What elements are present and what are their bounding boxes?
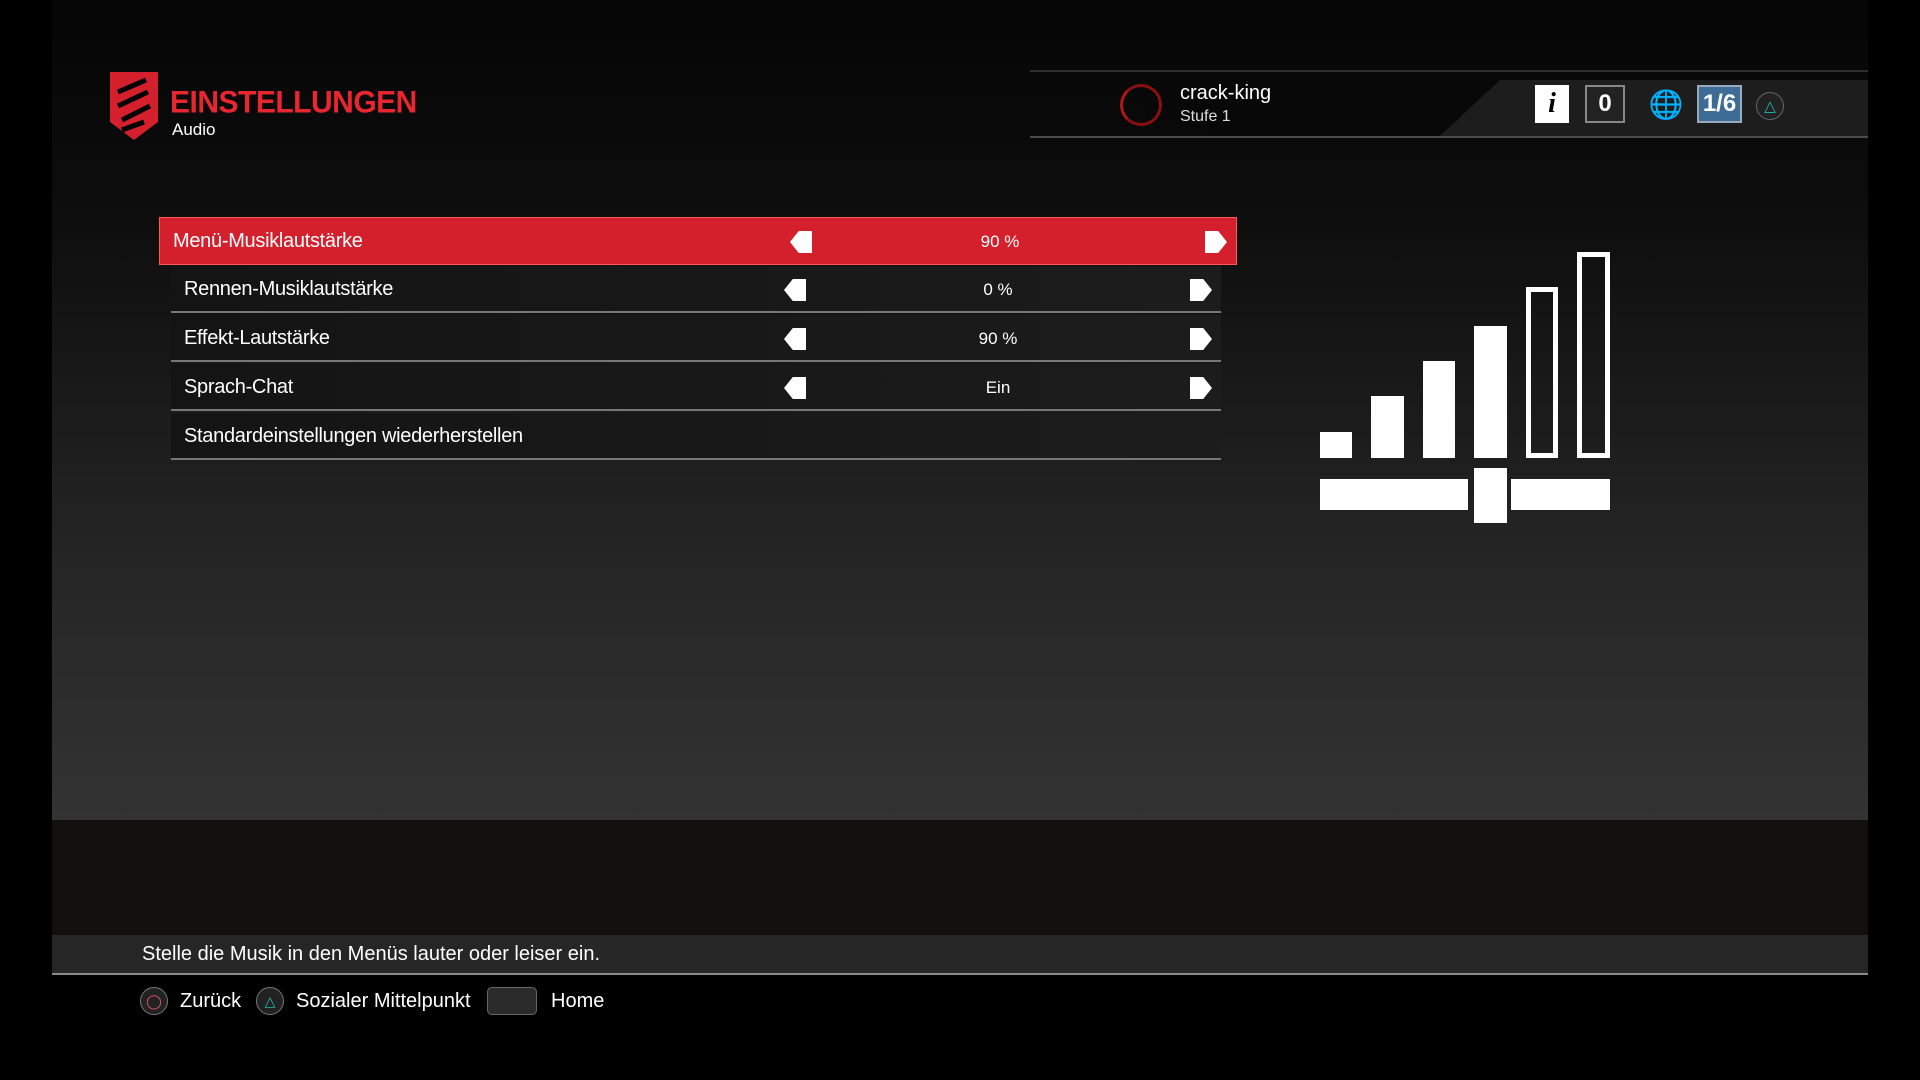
driveclub-logo-icon (110, 72, 158, 140)
page-subtitle: Audio (172, 120, 216, 139)
page-title: EINSTELLUNGEN (170, 85, 417, 120)
restore-defaults-row[interactable]: Standardeinstellungen wiederherstellen (171, 413, 1221, 460)
lower-panel (52, 820, 1868, 935)
circle-button-icon: ◯ (140, 987, 168, 1015)
volume-bar-1 (1320, 432, 1352, 458)
arrow-left-icon[interactable] (784, 328, 806, 350)
avatar[interactable] (1120, 84, 1162, 126)
username: crack-king (1180, 82, 1272, 104)
arrow-left-icon[interactable] (784, 279, 806, 301)
setting-value: 90 % (978, 329, 1018, 348)
hint-text: Stelle die Musik in den Menüs lauter ode… (142, 943, 601, 965)
setting-label: Menü-Musiklautstärke (173, 230, 363, 252)
arrow-right-icon[interactable] (1205, 231, 1227, 253)
user-level: Stufe 1 (1180, 108, 1231, 125)
volume-bar-3 (1423, 361, 1455, 458)
arrow-right-icon[interactable] (1190, 328, 1212, 350)
party-count[interactable]: 1/6 (1697, 85, 1742, 123)
setting-value: 90 % (980, 232, 1020, 251)
volume-bar-5-empty (1526, 287, 1558, 458)
back-button[interactable]: ◯ Zurück (140, 985, 241, 1017)
top-bar-wedge (1440, 80, 1868, 136)
volume-bar-6-empty (1577, 252, 1610, 458)
arrow-right-icon[interactable] (1190, 279, 1212, 301)
setting-label: Sprach-Chat (184, 376, 293, 398)
volume-bar-2 (1371, 396, 1404, 458)
volume-bar-4 (1474, 326, 1507, 458)
home-button[interactable]: Home (487, 985, 604, 1017)
touchpad-icon (487, 987, 537, 1015)
social-globe-icon[interactable]: 🌐 (1648, 88, 1684, 120)
setting-row-effects[interactable]: Effekt-Lautstärke 90 % (171, 315, 1221, 362)
info-icon[interactable]: i (1535, 85, 1569, 123)
setting-label: Rennen-Musiklautstärke (184, 278, 394, 300)
setting-label: Effekt-Lautstärke (184, 327, 330, 349)
hint-bar: Stelle die Musik in den Menüs lauter ode… (52, 935, 1868, 975)
notification-count[interactable]: 0 (1585, 85, 1625, 123)
triangle-button-icon: △ (256, 987, 284, 1015)
arrow-right-icon[interactable] (1190, 377, 1212, 399)
setting-row-menu-music[interactable]: Menü-Musiklautstärke 90 % (159, 217, 1237, 265)
setting-row-race-music[interactable]: Rennen-Musiklautstärke 0 % (171, 266, 1221, 313)
setting-value: 0 % (983, 280, 1013, 299)
back-label: Zurück (180, 989, 242, 1012)
volume-slider-thumb (1474, 468, 1507, 523)
social-hub-button[interactable]: △ Sozialer Mittelpunkt (256, 985, 471, 1017)
social-label: Sozialer Mittelpunkt (296, 989, 471, 1012)
arrow-left-icon[interactable] (790, 231, 812, 253)
setting-label: Standardeinstellungen wiederherstellen (184, 425, 523, 447)
setting-value: Ein (985, 378, 1011, 397)
home-label: Home (551, 989, 605, 1012)
triangle-button-icon[interactable]: △ (1756, 92, 1784, 120)
volume-slider-track-right (1511, 479, 1610, 510)
volume-slider-track-left (1320, 479, 1468, 510)
setting-row-voice-chat[interactable]: Sprach-Chat Ein (171, 364, 1221, 411)
arrow-left-icon[interactable] (784, 377, 806, 399)
